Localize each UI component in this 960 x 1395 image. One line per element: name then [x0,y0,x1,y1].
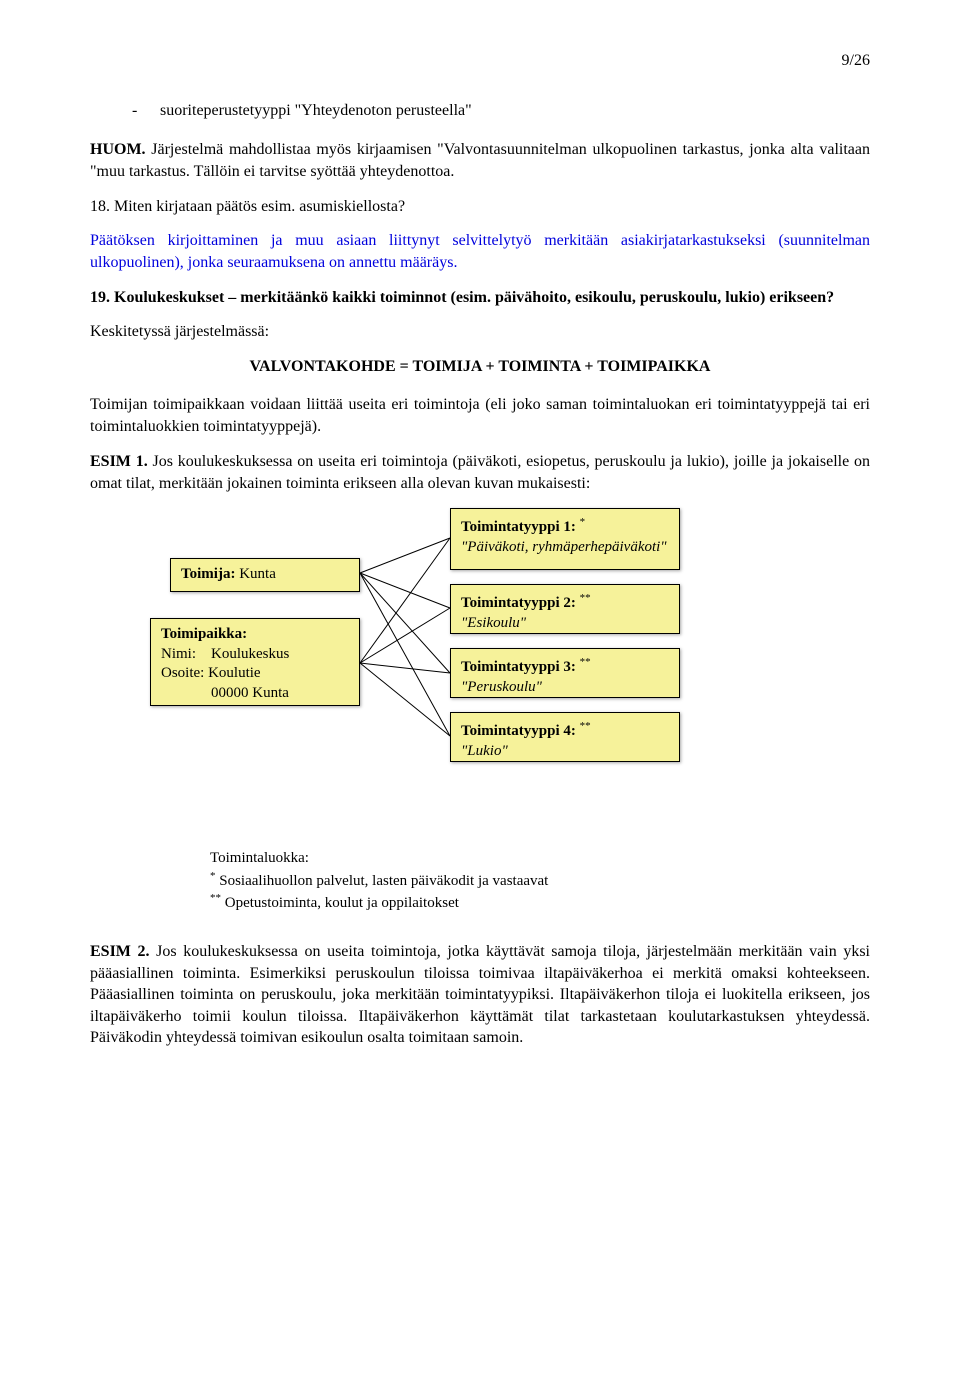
toimipaikka-node: Toimipaikka: Nimi: Koulukeskus Osoite: K… [150,618,360,706]
toimintatyyppi-1-node: Toimintatyyppi 1: * "Päiväkoti, ryhmäper… [450,508,680,570]
toimipaikka-line1: Nimi: Koulukeskus [161,645,349,665]
huom-label: HUOM. [90,141,146,158]
footnote-2: ** Opetustoiminta, koulut ja oppilaitoks… [210,891,870,913]
tt4-title: Toimintatyyppi 4: [461,723,576,739]
footnote-title: Toimintaluokka: [210,848,870,868]
toimintatyyppi-3-node: Toimintatyyppi 3: ** "Peruskoulu" [450,648,680,698]
huom-text: Järjestelmä mahdollistaa myös kirjaamise… [90,141,870,180]
esim1-text: Jos koulukeskuksessa on useita eri toimi… [90,453,870,492]
tt2-sup: ** [580,592,591,604]
tt1-value: "Päiväkoti, ryhmäperhepäiväkoti" [461,538,669,558]
footnote-1-text: Sosiaalihuollon palvelut, lasten päiväko… [216,873,549,889]
tp-osoite-val: Koulutie [208,665,261,681]
tt3-title: Toimintatyyppi 3: [461,659,576,675]
tt4-value: "Lukio" [461,742,669,762]
q19-text: 19. Koulukeskukset – merkitäänkö kaikki … [90,289,834,306]
tt3-sup: ** [580,656,591,668]
page-number: 9/26 [90,50,870,72]
toimipaikka-line3: 00000 Kunta [161,684,349,704]
question-18: 18. Miten kirjataan päätös esim. asumisk… [90,196,870,218]
tt4-sup: ** [580,720,591,732]
tp-nimi-val: Koulukeskus [211,646,289,662]
footnotes: Toimintaluokka: * Sosiaalihuollon palvel… [210,848,870,913]
toimija-value: Kunta [235,566,275,582]
tp-osoite-label: Osoite: [161,665,204,681]
tt1-sup: * [580,516,586,528]
toimintatyyppi-2-node: Toimintatyyppi 2: ** "Esikoulu" [450,584,680,634]
esim2-text: Jos koulukeskuksessa on useita toimintoj… [90,943,870,1046]
tt1-title: Toimintatyyppi 1: [461,519,576,535]
bullet-text: suoriteperustetyyppi "Yhteydenoton perus… [160,100,472,122]
question-19: 19. Koulukeskukset – merkitäänkö kaikki … [90,287,870,309]
esim2-label: ESIM 2. [90,943,150,960]
answer-18: Päätöksen kirjoittaminen ja muu asiaan l… [90,230,870,273]
formula: VALVONTAKOHDE = TOIMIJA + TOIMINTA + TOI… [90,356,870,378]
toimipaikka-line2: Osoite: Koulutie [161,664,349,684]
toimintatyyppi-4-node: Toimintatyyppi 4: ** "Lukio" [450,712,680,762]
toimija-label: Toimija: [181,566,235,582]
footnote-1: * Sosiaalihuollon palvelut, lasten päivä… [210,869,870,891]
tp-nimi-label: Nimi: [161,646,196,662]
tt2-title: Toimintatyyppi 2: [461,595,576,611]
bullet-item: - suoriteperustetyyppi "Yhteydenoton per… [132,100,870,122]
toimipaikka-label: Toimipaikka: [161,625,349,645]
diagram: Toimija: Kunta Toimipaikka: Nimi: Kouluk… [90,508,870,838]
toimija-node: Toimija: Kunta [170,558,360,592]
footnote-2-text: Opetustoiminta, koulut ja oppilaitokset [221,895,459,911]
answer-19-intro: Keskitetyssä järjestelmässä: [90,321,870,343]
bullet-dash: - [132,100,160,122]
note-paragraph: HUOM. Järjestelmä mahdollistaa myös kirj… [90,139,870,182]
tt2-value: "Esikoulu" [461,614,669,634]
answer-19-p1: Toimijan toimipaikkaan voidaan liittää u… [90,394,870,437]
footnote-2-sup: ** [210,892,221,904]
esim1-label: ESIM 1. [90,453,148,470]
tt3-value: "Peruskoulu" [461,678,669,698]
esim-1: ESIM 1. Jos koulukeskuksessa on useita e… [90,451,870,494]
esim-2: ESIM 2. Jos koulukeskuksessa on useita t… [90,941,870,1049]
